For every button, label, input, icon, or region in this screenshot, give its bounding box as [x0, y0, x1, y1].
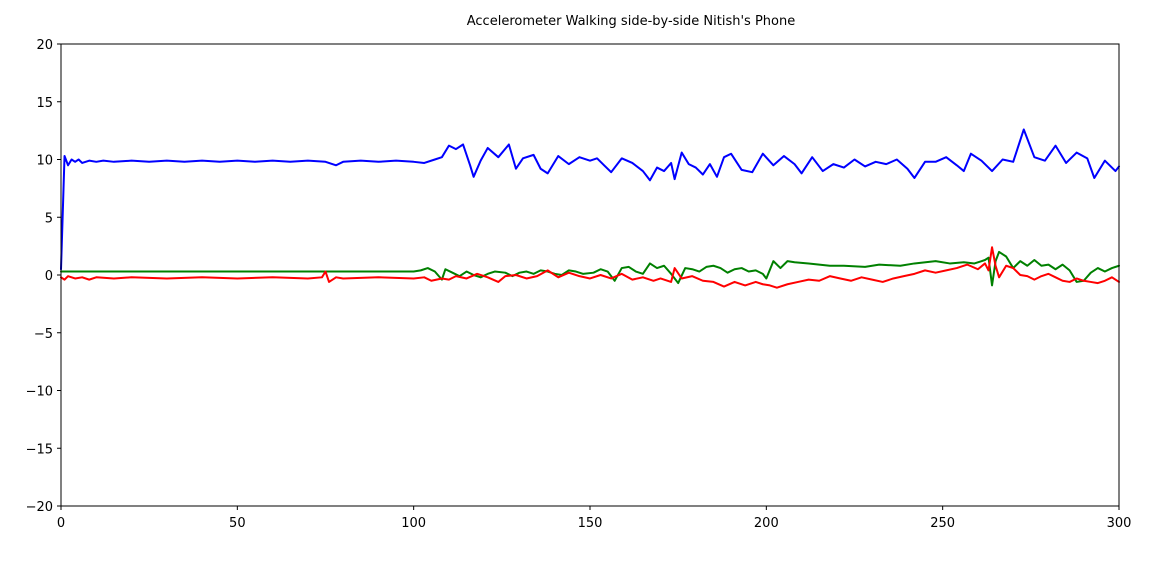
- y-tick-label: 10: [36, 154, 53, 169]
- x-tick-label: 100: [401, 516, 426, 531]
- x-tick-label: 250: [930, 516, 955, 531]
- series-line-3: [60, 246, 1120, 289]
- x-tick-label: 50: [229, 516, 246, 531]
- y-tick-label: 0: [45, 269, 53, 284]
- y-tick-label: −5: [34, 327, 53, 342]
- y-tick-label: −10: [26, 385, 53, 400]
- y-axis: 20 15 10 5 0 −5 −10 −15 −20: [26, 38, 61, 515]
- x-tick-label: 0: [57, 516, 65, 531]
- chart-title: Accelerometer Walking side-by-side Nitis…: [467, 14, 796, 29]
- series-line-1: [60, 128, 1120, 271]
- x-tick-label: 300: [1107, 516, 1132, 531]
- x-tick-label: 150: [578, 516, 603, 531]
- plot-frame: [60, 43, 1120, 507]
- y-tick-label: −20: [26, 500, 53, 515]
- y-tick-label: 5: [45, 211, 53, 226]
- series-layer: [60, 128, 1120, 289]
- y-tick-label: 15: [36, 96, 53, 111]
- y-tick-label: −15: [26, 442, 53, 457]
- x-tick-label: 200: [754, 516, 779, 531]
- x-axis: 0 50 100 150 200 250 300: [57, 506, 1132, 531]
- series-line-2: [60, 250, 1120, 287]
- y-tick-label: 20: [36, 38, 53, 53]
